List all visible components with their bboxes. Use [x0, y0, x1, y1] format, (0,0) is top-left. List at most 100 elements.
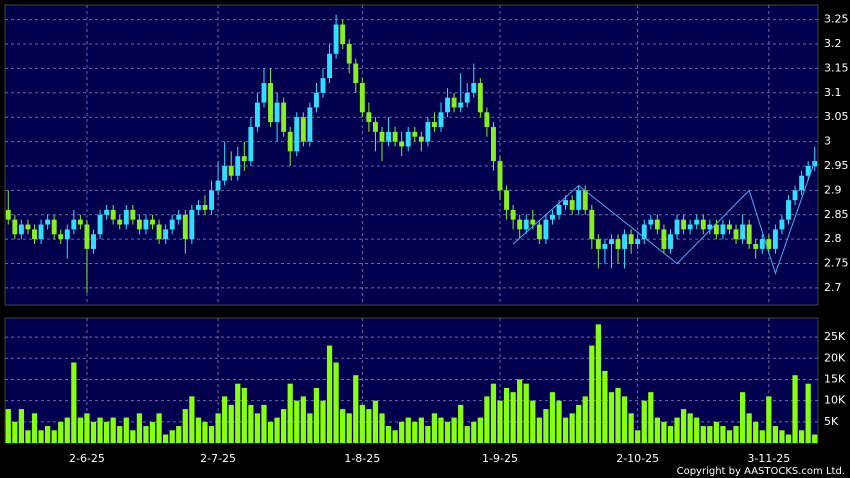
volume-bar: [71, 362, 77, 443]
price-panel: [4, 4, 819, 306]
candle-body: [543, 219, 549, 240]
candle-body: [759, 239, 765, 249]
volume-bar: [58, 421, 64, 443]
candle-body: [327, 53, 333, 79]
volume-bar: [471, 421, 477, 443]
volume-bar: [176, 426, 182, 443]
candle-body: [628, 234, 634, 245]
candle-body: [18, 224, 24, 235]
volume-bar: [530, 400, 536, 443]
candle-body: [654, 219, 660, 230]
candle-body: [425, 122, 431, 142]
volume-bar: [281, 409, 287, 443]
candle-body: [340, 24, 346, 45]
y-tick-label: 2.75: [824, 257, 849, 270]
candle-body: [779, 219, 785, 230]
volume-bar: [628, 413, 634, 443]
candle-body: [32, 229, 37, 240]
volume-bar: [556, 400, 562, 443]
candle-body: [812, 161, 818, 166]
candle-body: [71, 219, 77, 230]
y-tick-label: 2.95: [824, 159, 849, 172]
candle-body: [117, 219, 123, 225]
volume-bar: [648, 392, 654, 443]
volume-bar: [707, 426, 713, 443]
volume-bar: [484, 396, 490, 443]
volume-bar: [202, 421, 208, 443]
volume-bar: [510, 392, 516, 443]
candle-body: [490, 126, 496, 162]
candle-body: [477, 83, 483, 113]
candle-body: [694, 219, 700, 225]
y-tick-label: 2.9: [824, 183, 842, 196]
volume-bar: [359, 404, 365, 443]
volume-bar: [635, 430, 641, 443]
y-tick-label: 3.15: [824, 61, 849, 74]
volume-bar: [241, 387, 247, 443]
candle-body: [91, 234, 96, 249]
candle-body: [595, 239, 601, 249]
candle-body: [254, 102, 260, 127]
candle-body: [720, 224, 726, 235]
candle-body: [569, 200, 575, 210]
volume-bar: [739, 392, 746, 443]
volume-bar: [464, 426, 470, 443]
candle-body: [727, 224, 732, 230]
y-tick-label: 10K: [824, 394, 846, 407]
candle-body: [64, 229, 70, 240]
volume-bar: [785, 434, 792, 443]
x-tick-label: 2-7-25: [200, 452, 236, 465]
volume-bar: [694, 417, 700, 443]
candle-body: [602, 244, 608, 249]
candle-body: [45, 219, 51, 225]
volume-bar: [759, 430, 765, 443]
volume-bar: [163, 434, 169, 443]
y-tick-label: 2.7: [824, 281, 842, 294]
candle-body: [386, 131, 392, 142]
candle-body: [346, 44, 352, 64]
candle-body: [563, 200, 569, 205]
volume-bar: [576, 404, 582, 443]
candle-body: [353, 63, 359, 84]
volume-bar: [136, 413, 143, 443]
volume-bar: [274, 417, 280, 443]
candle-body: [51, 219, 57, 235]
candle-body: [746, 224, 752, 245]
volume-bar: [569, 413, 575, 443]
candle-body: [202, 205, 208, 210]
y-tick-label: 5K: [824, 415, 839, 428]
candle-body: [359, 83, 365, 113]
volume-bar: [25, 430, 31, 443]
candle-body: [97, 214, 103, 235]
volume-bar: [405, 417, 411, 443]
volume-bar: [235, 383, 241, 443]
candle-body: [58, 234, 64, 240]
candle-body: [405, 131, 411, 147]
volume-bar: [51, 430, 57, 443]
volume-bar: [195, 417, 202, 443]
candle-body: [300, 117, 306, 142]
candle-body: [399, 141, 405, 147]
y-tick-label: 3: [824, 135, 831, 148]
candle-body: [136, 219, 142, 230]
candle-body: [307, 107, 313, 142]
candle-body: [163, 229, 169, 240]
volume-bar: [307, 413, 313, 443]
volume-bar: [674, 417, 680, 443]
volume-bar: [667, 426, 674, 443]
volume-bar: [602, 370, 608, 443]
candle-body: [687, 224, 693, 230]
volume-bar: [77, 417, 84, 443]
volume-bar: [123, 417, 129, 443]
volume-bar: [254, 413, 261, 443]
volume-bar: [798, 430, 805, 443]
volume-bar: [720, 426, 726, 443]
candle-body: [209, 190, 214, 210]
volume-bar: [392, 430, 398, 443]
candle-body: [615, 239, 621, 249]
volume-bar: [287, 383, 293, 443]
volume-bar: [490, 383, 497, 443]
volume-bar: [582, 396, 588, 443]
candle-body: [222, 165, 228, 181]
candle-body: [582, 190, 588, 210]
